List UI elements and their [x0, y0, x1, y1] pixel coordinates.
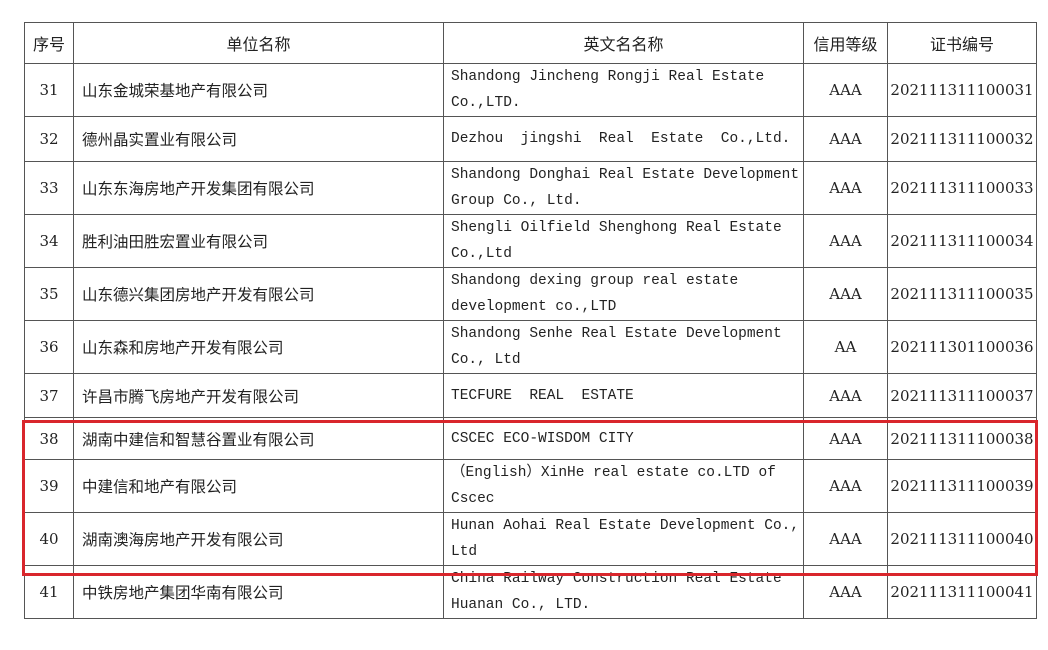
credit-grade: AAA: [803, 417, 888, 460]
certificate-number: 202111311100040: [887, 512, 1037, 566]
row-number: 41: [24, 565, 74, 619]
row-number: 40: [24, 512, 74, 566]
credit-grade: AAA: [803, 214, 888, 268]
english-name: Dezhou jingshi Real Estate Co.,Ltd.: [443, 116, 804, 162]
certificate-number: 202111311100041: [887, 565, 1037, 619]
credit-grade: AAA: [803, 63, 888, 117]
english-name: Hunan Aohai Real Estate Development Co.,…: [443, 512, 804, 566]
english-name: China Railway Construction Real Estate H…: [443, 565, 804, 619]
english-name: Shandong dexing group real estate develo…: [443, 267, 804, 321]
credit-grade: AAA: [803, 459, 888, 513]
credit-grade: AAA: [803, 373, 888, 418]
row-number: 32: [24, 116, 74, 162]
table-row: 40 湖南澳海房地产开发有限公司 Hunan Aohai Real Estate D…: [24, 512, 1037, 566]
english-name: CSCEC ECO-WISDOM CITY: [443, 417, 804, 460]
english-name: Shandong Senhe Real Estate Development C…: [443, 320, 804, 374]
credit-grade: AA: [803, 320, 888, 374]
table-row: 41 中铁房地产集团华南有限公司 China Railway Constructio…: [24, 565, 1037, 619]
credit-grade: AAA: [803, 116, 888, 162]
company-name: 山东东海房地产开发集团有限公司: [73, 161, 444, 215]
certificate-number: 202111311100034: [887, 214, 1037, 268]
credit-rating-table: 序号 单位名称 英文名名称 信用等级 证书编号 31 山东金城荣基地产有限公司 Sh…: [24, 22, 1037, 619]
certificate-number: 202111311100039: [887, 459, 1037, 513]
company-name: 许昌市腾飞房地产开发有限公司: [73, 373, 444, 418]
header-row: 序号 单位名称 英文名名称 信用等级 证书编号: [24, 22, 1037, 64]
company-name: 中建信和地产有限公司: [73, 459, 444, 513]
company-name: 德州晶实置业有限公司: [73, 116, 444, 162]
credit-grade: AAA: [803, 565, 888, 619]
table-row: 34 胜利油田胜宏置业有限公司 Shengli Oilfield Shenghong…: [24, 214, 1037, 268]
english-name: （English）XinHe real estate co.LTD of Csc…: [443, 459, 804, 513]
english-name: Shandong Jincheng Rongji Real Estate Co.…: [443, 63, 804, 117]
table-row: 35 山东德兴集团房地产开发有限公司 Shandong dexing group r…: [24, 267, 1037, 321]
company-name: 胜利油田胜宏置业有限公司: [73, 214, 444, 268]
row-number: 39: [24, 459, 74, 513]
table-row: 37 许昌市腾飞房地产开发有限公司 TECFURE REAL ESTATE AAA 20…: [24, 373, 1037, 418]
credit-grade: AAA: [803, 267, 888, 321]
row-number: 35: [24, 267, 74, 321]
company-name: 湖南澳海房地产开发有限公司: [73, 512, 444, 566]
company-name: 山东森和房地产开发有限公司: [73, 320, 444, 374]
row-number: 36: [24, 320, 74, 374]
header-no: 序号: [24, 22, 74, 64]
english-name: Shengli Oilfield Shenghong Real Estate C…: [443, 214, 804, 268]
header-cert: 证书编号: [887, 22, 1037, 64]
row-number: 34: [24, 214, 74, 268]
certificate-number: 202111311100038: [887, 417, 1037, 460]
company-name: 中铁房地产集团华南有限公司: [73, 565, 444, 619]
row-number: 33: [24, 161, 74, 215]
certificate-number: 202111311100033: [887, 161, 1037, 215]
row-number: 38: [24, 417, 74, 460]
certificate-number: 202111311100031: [887, 63, 1037, 117]
certificate-number: 202111311100032: [887, 116, 1037, 162]
english-name: Shandong Donghai Real Estate Development…: [443, 161, 804, 215]
english-name: TECFURE REAL ESTATE: [443, 373, 804, 418]
table-row: 32 德州晶实置业有限公司 Dezhou jingshi Real Estate C…: [24, 116, 1037, 162]
header-name: 单位名称: [73, 22, 444, 64]
certificate-number: 202111311100037: [887, 373, 1037, 418]
header-grade: 信用等级: [803, 22, 888, 64]
row-number: 31: [24, 63, 74, 117]
row-number: 37: [24, 373, 74, 418]
table-row: 36 山东森和房地产开发有限公司 Shandong Senhe Real Estat…: [24, 320, 1037, 374]
certificate-number: 202111301100036: [887, 320, 1037, 374]
company-name: 湖南中建信和智慧谷置业有限公司: [73, 417, 444, 460]
table-row: 33 山东东海房地产开发集团有限公司 Shandong Donghai Real E…: [24, 161, 1037, 215]
credit-grade: AAA: [803, 512, 888, 566]
certificate-number: 202111311100035: [887, 267, 1037, 321]
table-row: 31 山东金城荣基地产有限公司 Shandong Jincheng Rongji R…: [24, 63, 1037, 117]
table-row: 38 湖南中建信和智慧谷置业有限公司 CSCEC ECO-WISDOM CITY AA…: [24, 417, 1037, 460]
company-name: 山东金城荣基地产有限公司: [73, 63, 444, 117]
company-name: 山东德兴集团房地产开发有限公司: [73, 267, 444, 321]
table-row: 39 中建信和地产有限公司 （English）XinHe real estate c…: [24, 459, 1037, 513]
header-english-name: 英文名名称: [443, 22, 804, 64]
credit-grade: AAA: [803, 161, 888, 215]
